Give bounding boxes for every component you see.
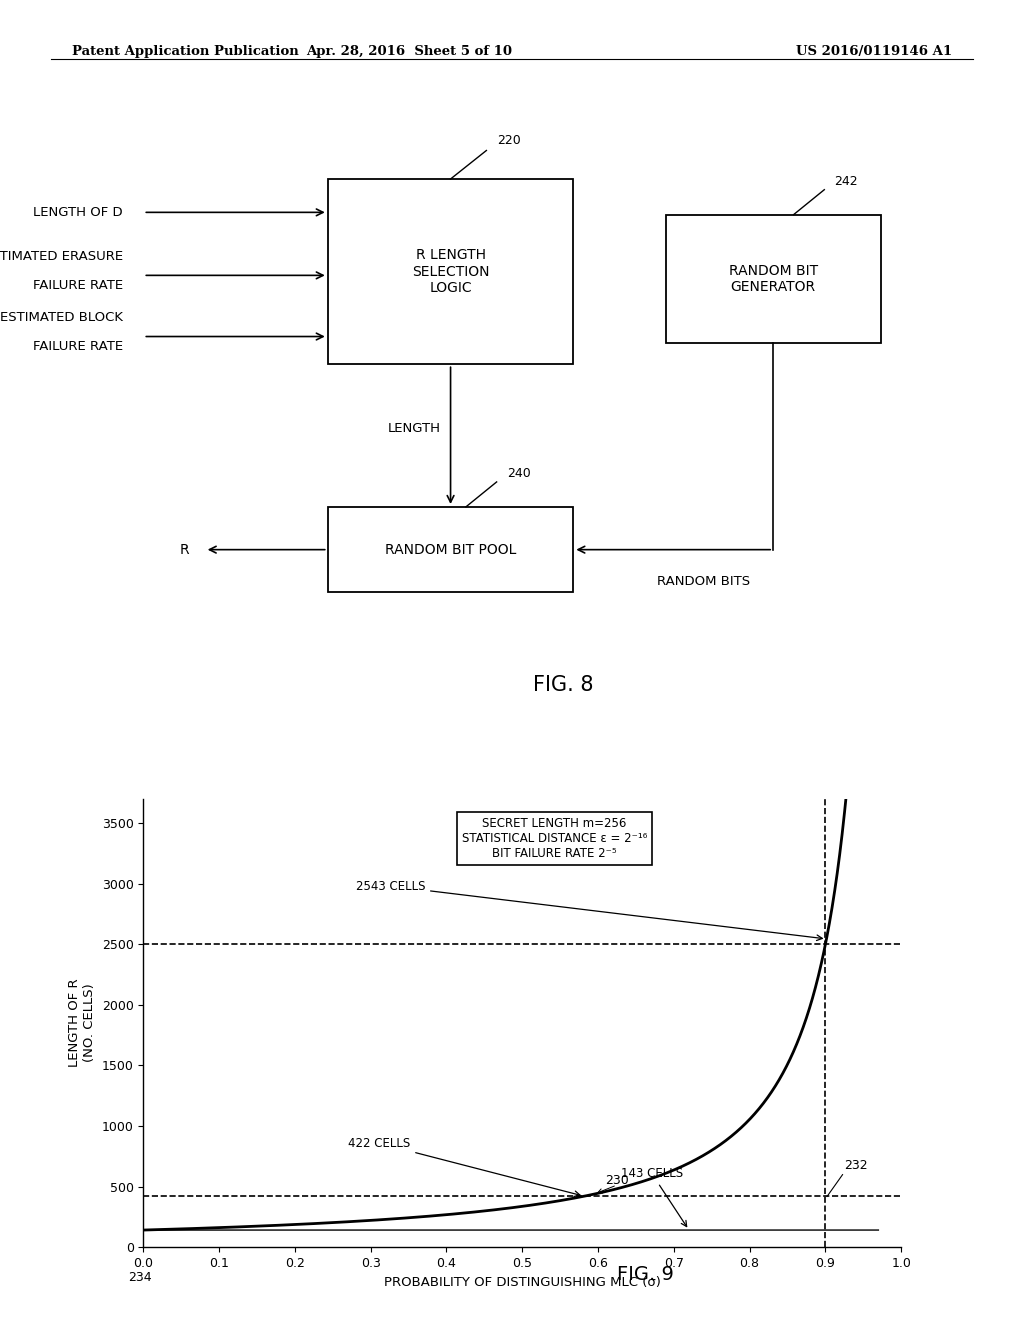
Text: R: R (180, 543, 189, 557)
FancyBboxPatch shape (666, 215, 881, 343)
Text: FAILURE RATE: FAILURE RATE (33, 279, 123, 292)
Text: 230: 230 (605, 1175, 630, 1188)
Text: FIG. 9: FIG. 9 (616, 1266, 674, 1284)
Text: RANDOM BIT POOL: RANDOM BIT POOL (385, 543, 516, 557)
Text: LENGTH: LENGTH (387, 422, 440, 436)
Text: 240: 240 (507, 467, 530, 479)
Text: Patent Application Publication: Patent Application Publication (72, 45, 298, 58)
Text: US 2016/0119146 A1: US 2016/0119146 A1 (797, 45, 952, 58)
Text: FIG. 8: FIG. 8 (532, 675, 594, 696)
Text: 242: 242 (835, 174, 858, 187)
Text: RANDOM BIT
GENERATOR: RANDOM BIT GENERATOR (728, 264, 818, 294)
Text: SECRET LENGTH m=256
STATISTICAL DISTANCE ε = 2⁻¹⁶
BIT FAILURE RATE 2⁻⁵: SECRET LENGTH m=256 STATISTICAL DISTANCE… (462, 817, 647, 859)
Text: Apr. 28, 2016  Sheet 5 of 10: Apr. 28, 2016 Sheet 5 of 10 (306, 45, 513, 58)
Text: ESTIMATED BLOCK: ESTIMATED BLOCK (0, 310, 123, 323)
Text: ESTIMATED ERASURE: ESTIMATED ERASURE (0, 249, 123, 263)
Text: R LENGTH
SELECTION
LOGIC: R LENGTH SELECTION LOGIC (412, 248, 489, 294)
Text: 143 CELLS: 143 CELLS (621, 1167, 687, 1226)
Y-axis label: LENGTH OF R
(NO. CELLS): LENGTH OF R (NO. CELLS) (69, 978, 96, 1068)
Text: LENGTH OF D: LENGTH OF D (33, 206, 123, 219)
X-axis label: PROBABILITY OF DISTINGUISHING MLC (σ): PROBABILITY OF DISTINGUISHING MLC (σ) (384, 1275, 660, 1288)
Text: 234: 234 (128, 1271, 152, 1284)
Text: FAILURE RATE: FAILURE RATE (33, 341, 123, 352)
Text: 220: 220 (497, 133, 520, 147)
FancyBboxPatch shape (328, 180, 573, 364)
Text: 2543 CELLS: 2543 CELLS (355, 879, 822, 941)
Text: 232: 232 (844, 1159, 868, 1172)
Text: RANDOM BITS: RANDOM BITS (657, 574, 751, 587)
FancyBboxPatch shape (328, 507, 573, 593)
Text: 422 CELLS: 422 CELLS (348, 1137, 580, 1196)
